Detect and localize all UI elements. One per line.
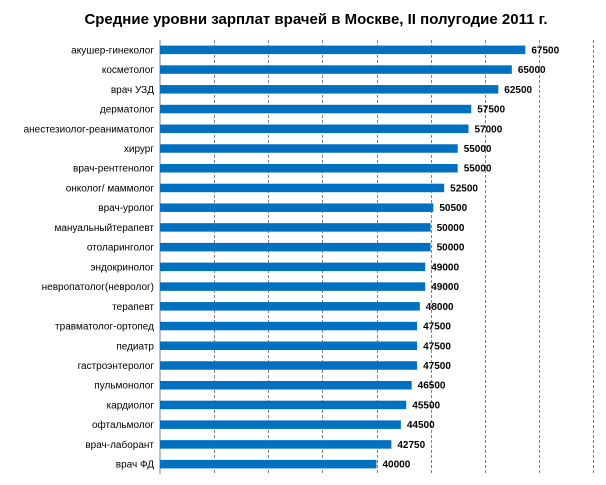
bar [160,203,434,212]
category-label: анестезиолог-реаниматолог [24,124,155,135]
data-label: 50000 [437,243,465,254]
category-label: кардиолог [107,400,155,411]
bar [160,361,418,370]
category-label: офтальмолог [92,419,154,431]
data-label: 48000 [426,302,454,313]
data-label: 57500 [477,105,505,116]
category-label: отоларинголог [87,243,154,254]
category-label: врач-уролог [98,203,154,214]
bar [160,45,526,55]
bars [160,45,526,469]
category-label: дерматолог [100,105,154,116]
category-label: невропатолог(невролог) [42,282,154,293]
bar [160,262,426,272]
category-label: врач ФД [116,460,154,471]
category-label: мануальныйтерапевт [54,223,154,234]
bar [160,85,499,94]
bar [160,163,458,173]
bar [160,400,407,410]
category-label: врач-рентгенолог [73,164,154,175]
category-label: травматолог-ортопед [55,322,154,333]
bar [160,183,445,193]
category-label: пульмонолог [94,381,154,392]
bar [160,341,418,351]
data-label: 42750 [397,440,425,451]
category-label: эндокринолог [90,262,154,273]
bar [160,459,377,469]
data-label: 50000 [437,223,465,234]
data-label: 45500 [412,400,440,411]
bar [160,104,472,114]
category-label: врач УЗД [111,85,154,96]
data-label: 46500 [418,381,446,392]
bar [160,420,401,429]
data-label: 40000 [383,460,411,471]
bar [160,124,469,134]
bar [160,282,426,291]
category-label: акушер-гинеколог [71,45,154,56]
bar [160,65,512,74]
bar [160,440,392,449]
data-label: 49000 [431,282,459,293]
bar [160,380,412,390]
data-label: 47500 [423,322,451,333]
bar [160,223,431,232]
data-label: 52500 [450,183,478,194]
data-label: 44500 [407,420,435,431]
data-label: 50500 [439,203,467,214]
data-label: 62500 [504,85,532,96]
data-label: 65000 [518,65,546,76]
category-label: педиатр [116,341,154,352]
category-labels: акушер-гинеколог косметолог врач УЗД дермат… [24,45,155,470]
chart-title: Средние уровни зарплат врачей в Москве, … [84,11,547,28]
category-label: гастроэнтеролог [78,361,155,372]
data-labels: 67500 65000 62500 57500 57000 55000 55000 52500… [383,45,560,470]
bar [160,144,458,153]
bar [160,242,431,252]
category-label: хирург [124,144,154,155]
category-label: онколог/ маммолог [66,183,155,194]
data-label: 57000 [475,124,503,135]
category-label: врач-лаборант [85,439,154,451]
data-label: 55000 [464,164,492,175]
category-label: косметолог [102,65,154,76]
category-label: терапевт [112,302,154,313]
data-label: 47500 [423,361,451,372]
data-label: 47500 [423,341,451,352]
data-label: 55000 [464,144,492,155]
bar [160,321,418,331]
data-label: 49000 [431,262,459,273]
data-label: 67500 [531,45,559,56]
bar [160,302,420,311]
